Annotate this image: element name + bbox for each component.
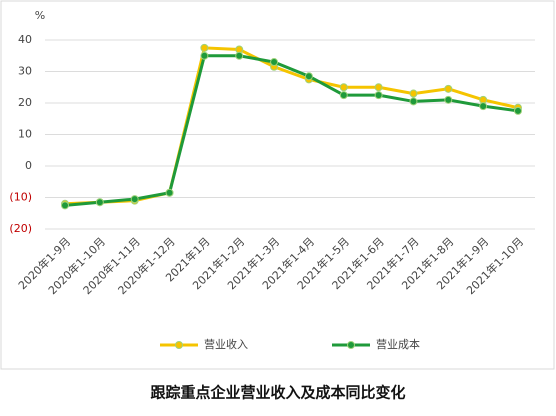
y-unit: % bbox=[35, 9, 45, 22]
point bbox=[374, 83, 383, 92]
point bbox=[374, 91, 383, 100]
point bbox=[130, 195, 139, 204]
point bbox=[444, 95, 453, 104]
point bbox=[235, 51, 244, 60]
point bbox=[339, 83, 348, 92]
point bbox=[339, 91, 348, 100]
point bbox=[514, 106, 522, 115]
point bbox=[270, 58, 279, 67]
point bbox=[479, 102, 488, 111]
point bbox=[95, 198, 104, 207]
point bbox=[409, 97, 418, 106]
series-line bbox=[64, 54, 519, 207]
legend-label: 营业成本 bbox=[376, 337, 420, 351]
point bbox=[444, 84, 453, 93]
caption: 跟踪重点企业营业收入及成本同比变化 bbox=[150, 384, 405, 402]
legend-marker bbox=[175, 341, 183, 349]
y-tick-label: (10) bbox=[9, 191, 32, 204]
legend-label: 营业收入 bbox=[204, 337, 248, 351]
point bbox=[61, 201, 69, 210]
legend-marker bbox=[347, 341, 355, 349]
point bbox=[165, 188, 174, 197]
point bbox=[304, 72, 313, 81]
point bbox=[409, 89, 418, 98]
y-tick-label: 10 bbox=[18, 128, 32, 141]
y-tick-label: 0 bbox=[25, 159, 32, 172]
chart-frame bbox=[0, 0, 555, 370]
point bbox=[200, 43, 209, 52]
point bbox=[200, 51, 209, 60]
y-tick-label: 30 bbox=[18, 65, 32, 78]
y-tick-label: 20 bbox=[18, 96, 32, 109]
y-tick-label: 40 bbox=[18, 33, 32, 46]
y-tick-label: (20) bbox=[9, 222, 32, 235]
